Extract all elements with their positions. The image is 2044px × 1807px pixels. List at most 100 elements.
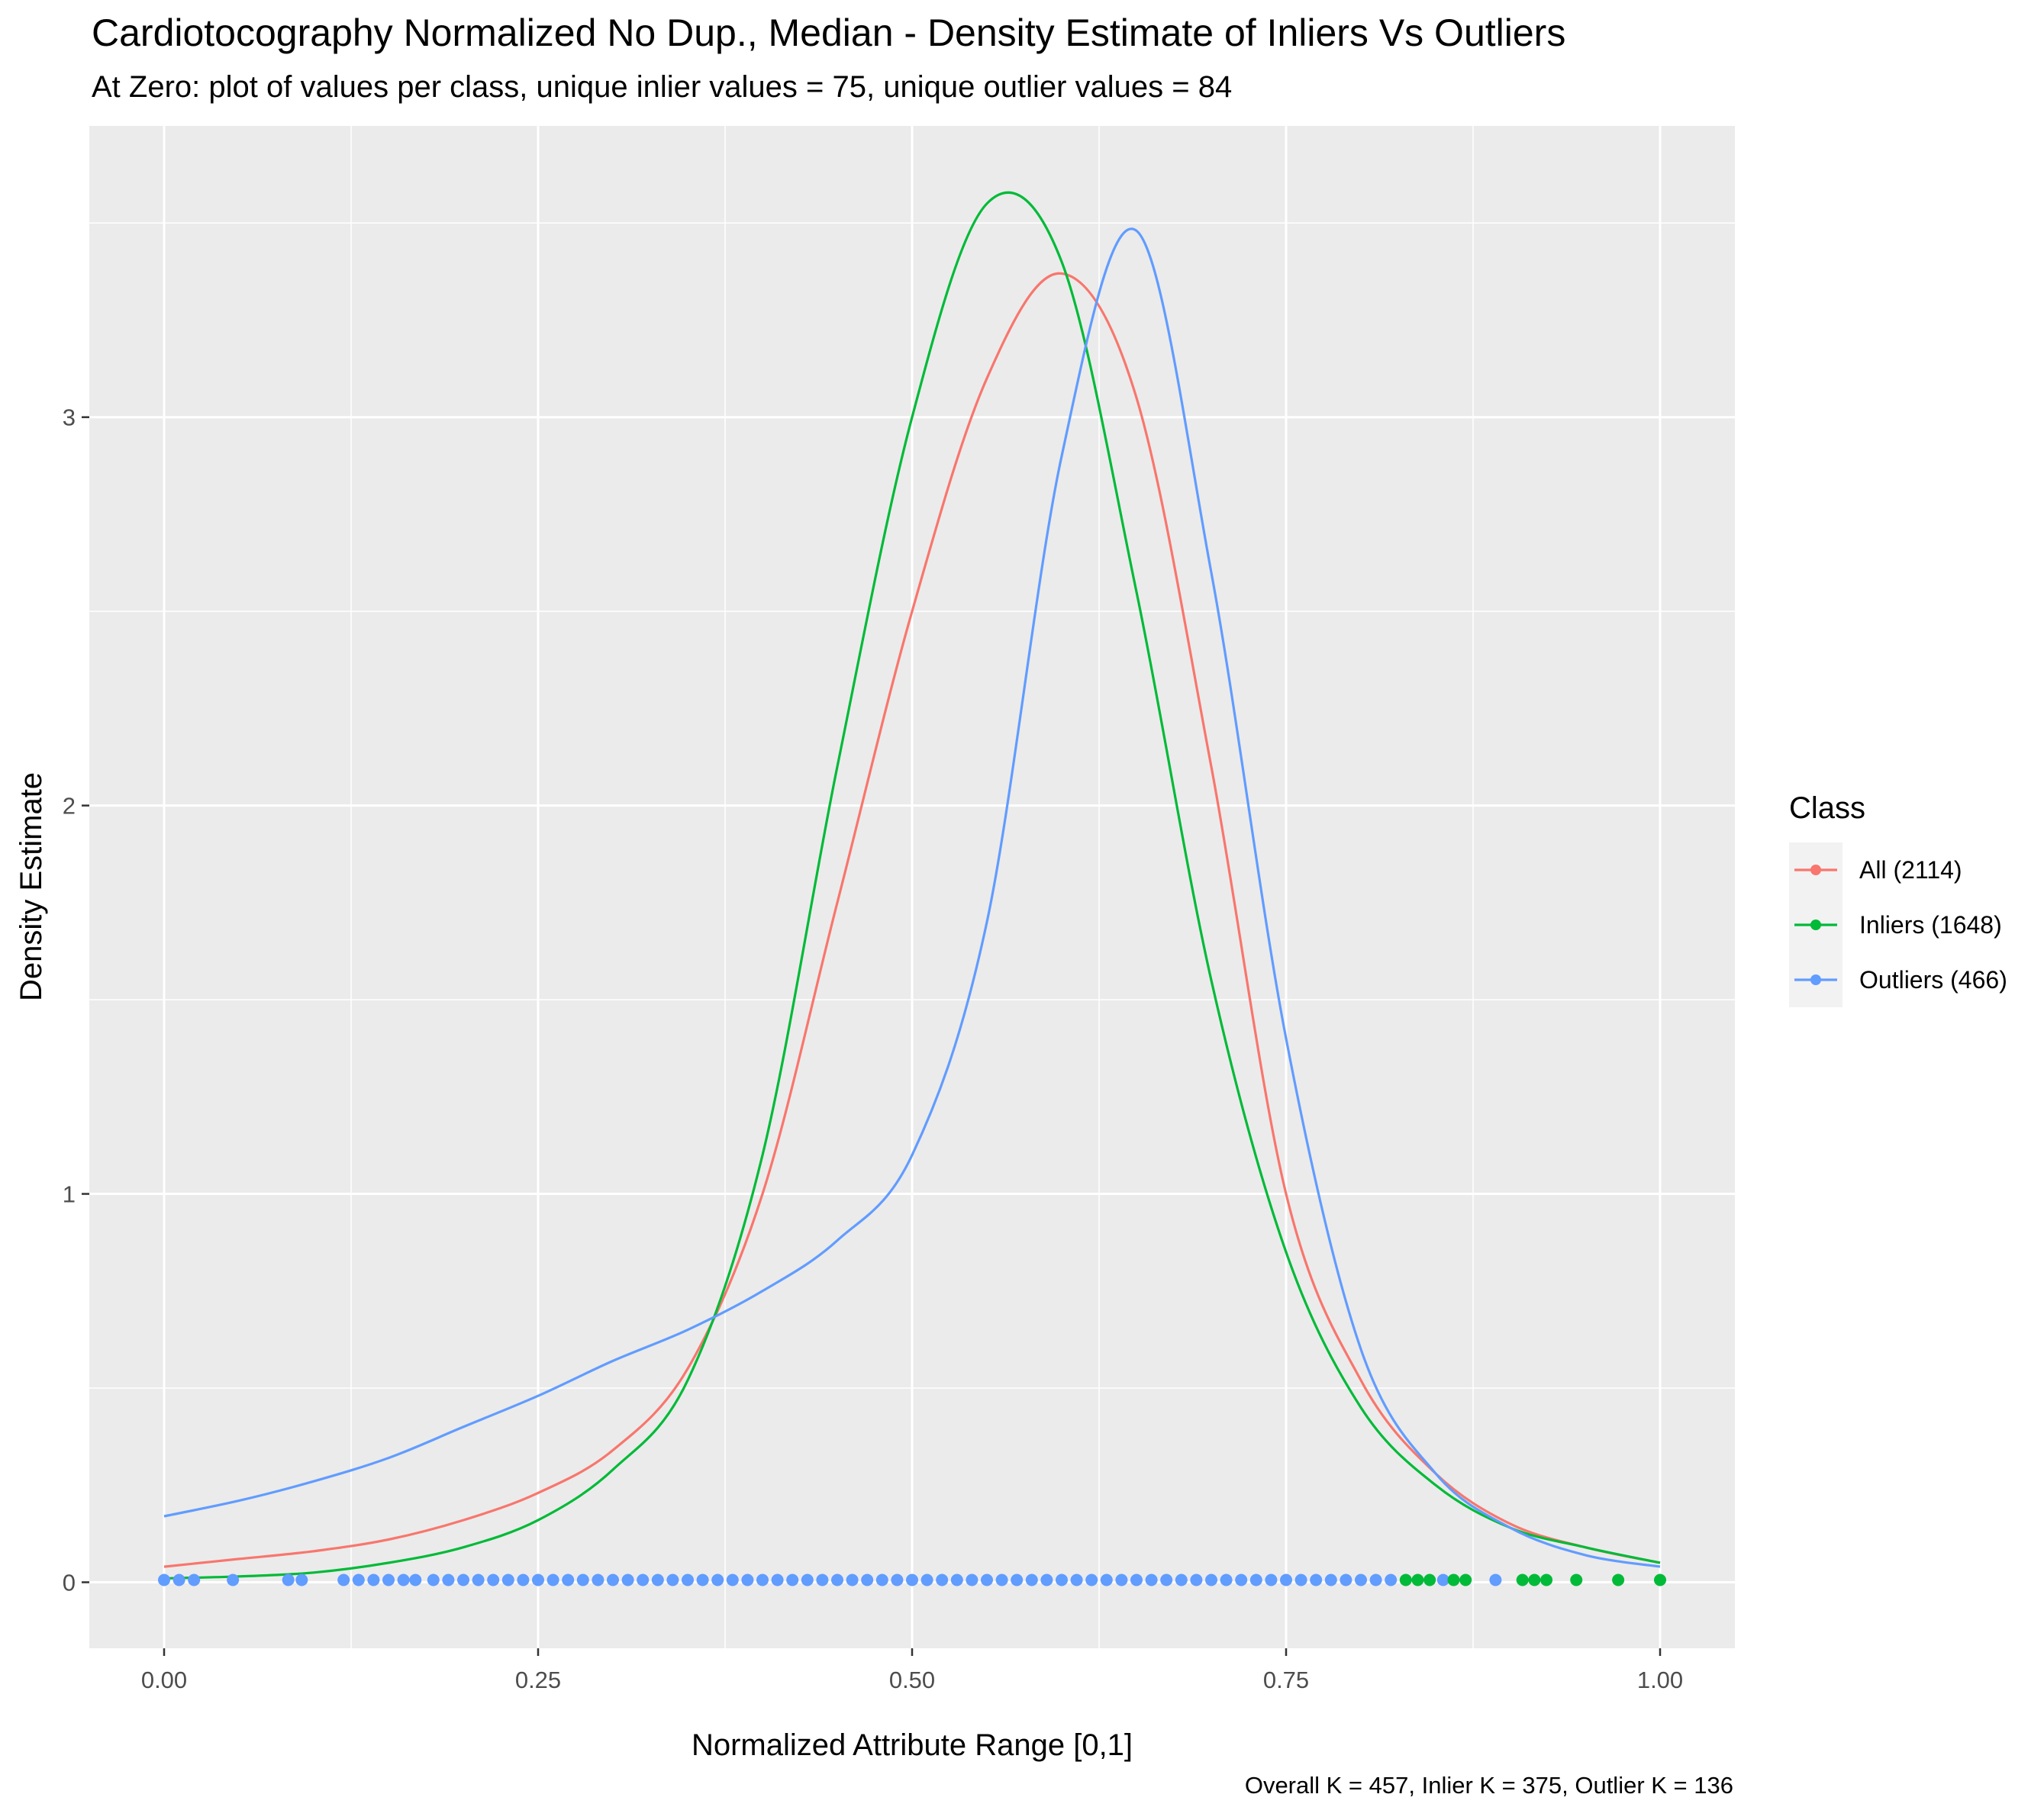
y-axis-title: Density Estimate xyxy=(15,772,48,1001)
outlier-zero-point xyxy=(1115,1573,1128,1586)
outlier-zero-point xyxy=(1040,1573,1053,1586)
outlier-zero-point xyxy=(457,1573,469,1586)
outlier-zero-point xyxy=(666,1573,679,1586)
inlier-zero-point xyxy=(1411,1573,1424,1586)
y-tick-label: 1 xyxy=(63,1181,76,1208)
inlier-zero-point xyxy=(1612,1573,1625,1586)
inlier-zero-point xyxy=(1528,1573,1541,1586)
outlier-zero-point xyxy=(397,1573,410,1586)
outlier-zero-point xyxy=(517,1573,530,1586)
outlier-zero-point xyxy=(1130,1573,1143,1586)
outlier-zero-point xyxy=(501,1573,514,1586)
zero-points xyxy=(158,1573,1666,1586)
outlier-zero-point xyxy=(1324,1573,1337,1586)
outlier-zero-point xyxy=(546,1573,559,1586)
outlier-zero-point xyxy=(1489,1573,1502,1586)
outlier-zero-point xyxy=(966,1573,978,1586)
outlier-zero-point xyxy=(532,1573,544,1586)
outlier-zero-point xyxy=(950,1573,963,1586)
legend-key-point-outliers xyxy=(1810,974,1821,985)
y-axis: 0 1 2 3 xyxy=(63,404,89,1596)
outlier-zero-point xyxy=(1100,1573,1113,1586)
x-axis: 0.00 0.25 0.50 0.75 1.00 xyxy=(141,1648,1683,1693)
legend-key-point-inliers xyxy=(1810,920,1821,930)
outlier-zero-point xyxy=(801,1573,814,1586)
outlier-zero-point xyxy=(158,1573,170,1586)
inlier-zero-point xyxy=(1423,1573,1436,1586)
inlier-zero-point xyxy=(1570,1573,1583,1586)
outlier-zero-point xyxy=(711,1573,724,1586)
outlier-zero-point xyxy=(981,1573,993,1586)
outlier-zero-point xyxy=(172,1573,185,1586)
outlier-zero-point xyxy=(741,1573,754,1586)
outlier-zero-point xyxy=(442,1573,455,1586)
x-tick-label: 0.00 xyxy=(141,1667,187,1693)
x-axis-title: Normalized Attribute Range [0,1] xyxy=(692,1728,1133,1762)
outlier-zero-point xyxy=(891,1573,904,1586)
legend-label-outliers: Outliers (466) xyxy=(1859,966,2007,994)
outlier-zero-point xyxy=(756,1573,769,1586)
outlier-zero-point xyxy=(831,1573,843,1586)
outlier-zero-point xyxy=(1175,1573,1188,1586)
y-tick-label: 3 xyxy=(63,404,76,431)
outlier-zero-point xyxy=(1436,1573,1449,1586)
series-line-outliers xyxy=(163,227,1661,1568)
outlier-zero-point xyxy=(562,1573,575,1586)
outlier-zero-point xyxy=(367,1573,380,1586)
outlier-zero-point xyxy=(1190,1573,1203,1586)
inlier-zero-point xyxy=(1516,1573,1529,1586)
inlier-zero-point xyxy=(1459,1573,1472,1586)
outlier-zero-point xyxy=(906,1573,918,1586)
outlier-zero-point xyxy=(786,1573,799,1586)
outlier-zero-point xyxy=(1249,1573,1262,1586)
outlier-zero-point xyxy=(621,1573,634,1586)
outlier-zero-point xyxy=(637,1573,650,1586)
outlier-zero-point xyxy=(592,1573,604,1586)
outlier-zero-point xyxy=(1355,1573,1367,1586)
outlier-zero-point xyxy=(1145,1573,1158,1586)
chart-title: Cardiotocography Normalized No Dup., Med… xyxy=(92,11,1565,54)
outlier-zero-point xyxy=(1265,1573,1278,1586)
legend: Class All (2114) Inliers (1648) Outliers (… xyxy=(1789,791,2007,1007)
inlier-zero-point xyxy=(1399,1573,1412,1586)
outlier-zero-point xyxy=(427,1573,440,1586)
outlier-zero-point xyxy=(682,1573,694,1586)
y-tick-label: 0 xyxy=(63,1569,76,1596)
inlier-zero-point xyxy=(1654,1573,1666,1586)
outlier-zero-point xyxy=(282,1573,295,1586)
x-tick-label: 0.50 xyxy=(889,1667,935,1693)
outlier-zero-point xyxy=(382,1573,395,1586)
outlier-zero-point xyxy=(188,1573,201,1586)
outlier-zero-point xyxy=(1235,1573,1248,1586)
series-lines xyxy=(163,191,1661,1580)
outlier-zero-point xyxy=(696,1573,709,1586)
outlier-zero-point xyxy=(861,1573,874,1586)
outlier-zero-point xyxy=(1369,1573,1382,1586)
outlier-zero-point xyxy=(771,1573,784,1586)
outlier-zero-point xyxy=(1056,1573,1068,1586)
outlier-zero-point xyxy=(875,1573,888,1586)
inlier-zero-point xyxy=(1540,1573,1553,1586)
outlier-zero-point xyxy=(1310,1573,1323,1586)
outlier-zero-point xyxy=(607,1573,619,1586)
outlier-zero-point xyxy=(1220,1573,1233,1586)
outlier-zero-point xyxy=(1011,1573,1024,1586)
outlier-zero-point xyxy=(1085,1573,1098,1586)
outlier-zero-point xyxy=(995,1573,1008,1586)
outlier-zero-point xyxy=(1385,1573,1398,1586)
legend-key-point-all xyxy=(1810,865,1821,875)
outlier-zero-point xyxy=(227,1573,240,1586)
outlier-zero-point xyxy=(651,1573,664,1586)
outlier-zero-point xyxy=(1294,1573,1307,1586)
outlier-zero-point xyxy=(337,1573,350,1586)
chart-caption: Overall K = 457, Inlier K = 375, Outlier… xyxy=(1245,1772,1733,1799)
outlier-zero-point xyxy=(726,1573,739,1586)
outlier-zero-point xyxy=(1280,1573,1292,1586)
outlier-zero-point xyxy=(816,1573,829,1586)
outlier-zero-point xyxy=(487,1573,500,1586)
outlier-zero-point xyxy=(352,1573,365,1586)
outlier-zero-point xyxy=(1025,1573,1038,1586)
outlier-zero-point xyxy=(1160,1573,1173,1586)
series-line-all xyxy=(163,272,1661,1568)
